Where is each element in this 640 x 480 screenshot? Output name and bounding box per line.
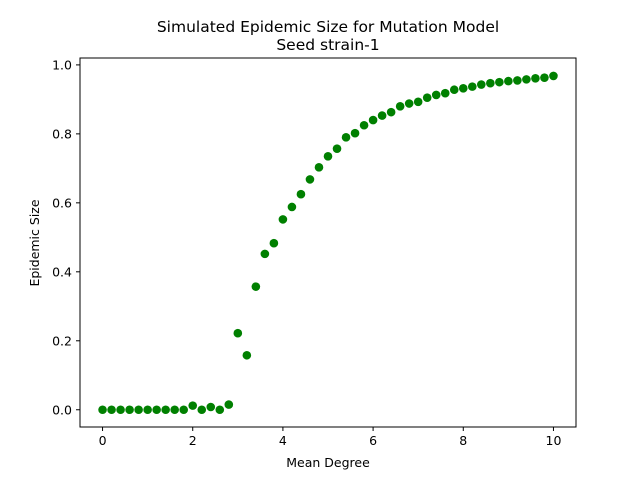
data-point bbox=[134, 405, 143, 415]
plot-frame bbox=[79, 57, 577, 428]
data-point bbox=[431, 90, 441, 100]
data-point bbox=[233, 328, 243, 338]
data-point bbox=[269, 238, 279, 248]
data-point bbox=[404, 99, 414, 108]
data-point bbox=[314, 163, 324, 172]
data-point bbox=[386, 107, 396, 117]
x-tick-label: 8 bbox=[459, 433, 467, 448]
data-point bbox=[296, 189, 306, 199]
data-point bbox=[477, 80, 486, 89]
chart-title: Simulated Epidemic Size for Mutation Mod… bbox=[157, 18, 499, 36]
x-axis-label: Mean Degree bbox=[286, 455, 370, 470]
data-point bbox=[531, 74, 540, 83]
data-point bbox=[486, 78, 495, 88]
y-axis-ticks: 0.0 0.2 0.4 0.6 0.8 1.0 bbox=[52, 57, 80, 417]
data-point bbox=[449, 85, 459, 95]
data-point bbox=[143, 405, 152, 415]
data-point bbox=[467, 82, 477, 91]
data-point bbox=[359, 120, 369, 130]
data-point bbox=[188, 401, 198, 410]
data-point bbox=[98, 405, 107, 415]
data-point bbox=[287, 202, 297, 212]
data-point bbox=[107, 405, 116, 415]
data-point bbox=[504, 76, 513, 86]
y-tick-label: 0.0 bbox=[52, 402, 72, 417]
data-point bbox=[522, 75, 531, 84]
data-point bbox=[440, 88, 450, 98]
data-point bbox=[251, 282, 261, 291]
data-point bbox=[395, 101, 405, 111]
data-point bbox=[260, 249, 270, 259]
chart-subtitle: Seed strain-1 bbox=[276, 36, 379, 54]
y-tick-label: 0.2 bbox=[52, 333, 72, 348]
data-point bbox=[215, 405, 225, 415]
x-tick-label: 10 bbox=[546, 433, 562, 448]
data-point bbox=[278, 215, 288, 224]
data-point bbox=[513, 76, 522, 85]
x-tick-label: 6 bbox=[369, 433, 377, 448]
data-point bbox=[549, 71, 558, 81]
x-tick-label: 0 bbox=[99, 433, 107, 448]
data-point bbox=[197, 405, 207, 415]
data-point bbox=[368, 115, 378, 125]
data-point bbox=[161, 405, 170, 415]
data-point bbox=[116, 405, 125, 415]
data-points bbox=[98, 71, 558, 415]
data-point bbox=[206, 402, 216, 412]
data-point bbox=[152, 405, 161, 415]
data-point bbox=[377, 111, 387, 120]
x-axis-ticks: 0 2 4 6 8 10 bbox=[99, 427, 562, 448]
data-point bbox=[495, 77, 504, 87]
data-point bbox=[332, 144, 342, 153]
data-point bbox=[224, 400, 234, 409]
x-tick-label: 4 bbox=[279, 433, 287, 448]
data-point bbox=[540, 73, 549, 82]
y-tick-label: 0.4 bbox=[52, 264, 72, 279]
data-point bbox=[350, 128, 360, 138]
data-point bbox=[422, 93, 432, 102]
y-axis-label: Epidemic Size bbox=[27, 199, 42, 286]
data-point bbox=[125, 405, 134, 415]
data-point bbox=[341, 133, 351, 142]
data-point bbox=[305, 175, 315, 184]
data-point bbox=[170, 405, 179, 415]
data-point bbox=[458, 84, 468, 93]
data-point bbox=[323, 151, 333, 161]
data-point bbox=[413, 97, 423, 107]
y-tick-label: 1.0 bbox=[52, 57, 72, 72]
y-tick-label: 0.8 bbox=[52, 126, 72, 141]
data-point bbox=[242, 350, 252, 360]
data-point bbox=[179, 405, 189, 415]
x-tick-label: 2 bbox=[189, 433, 197, 448]
y-tick-label: 0.6 bbox=[52, 195, 72, 210]
